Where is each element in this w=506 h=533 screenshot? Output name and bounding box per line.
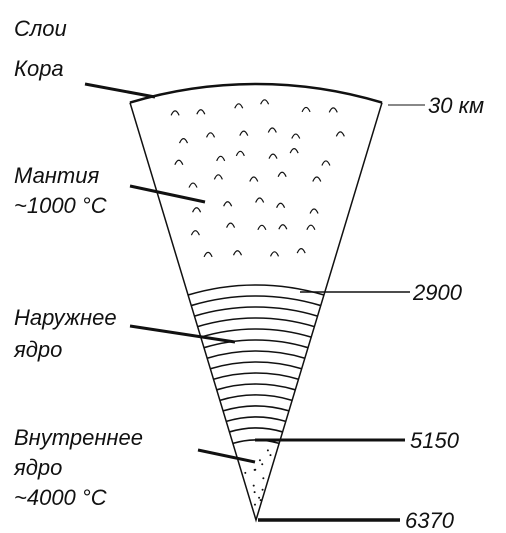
layer-boundary bbox=[191, 296, 320, 306]
core-dot bbox=[269, 454, 271, 456]
mantle-mark bbox=[204, 252, 212, 257]
layer-boundary bbox=[229, 428, 282, 432]
mantle-mark bbox=[171, 111, 179, 116]
pointer-line bbox=[130, 186, 205, 202]
pointer-line bbox=[85, 84, 155, 97]
layer-boundary bbox=[210, 362, 301, 369]
depth-label: 30 км bbox=[428, 93, 484, 118]
layer-label: Наружнее bbox=[14, 305, 117, 330]
title: Слои bbox=[14, 16, 67, 41]
mantle-mark bbox=[261, 100, 269, 105]
core-dot bbox=[258, 497, 260, 499]
core-dot bbox=[244, 472, 246, 474]
layer-boundary bbox=[194, 307, 317, 316]
mantle-mark bbox=[258, 225, 266, 230]
core-dot bbox=[253, 485, 255, 487]
mantle-mark bbox=[277, 203, 285, 208]
depth-label: 6370 bbox=[405, 508, 455, 533]
core-dot bbox=[254, 491, 256, 493]
layer-label: ~1000 °C bbox=[14, 193, 107, 218]
core-dot bbox=[261, 463, 263, 465]
mantle-mark bbox=[207, 133, 215, 138]
mantle-mark bbox=[269, 154, 277, 159]
mantle-mark bbox=[271, 252, 279, 257]
layer-boundary bbox=[223, 406, 289, 411]
layer-boundary bbox=[201, 329, 311, 337]
mantle-mark bbox=[240, 131, 248, 136]
core-dot bbox=[254, 504, 256, 506]
pointer-line bbox=[198, 450, 255, 462]
mantle-mark bbox=[307, 225, 315, 230]
depth-label: 5150 bbox=[410, 428, 460, 453]
mantle-mark bbox=[292, 134, 300, 139]
cone-sides bbox=[130, 103, 382, 520]
core-dot bbox=[267, 449, 269, 451]
mantle-mark bbox=[256, 198, 264, 203]
mantle-mark bbox=[322, 161, 330, 166]
mantle-mark bbox=[279, 225, 287, 230]
layer-boundary bbox=[217, 384, 296, 390]
layer-label: ~4000 °C bbox=[14, 485, 107, 510]
mantle-mark bbox=[236, 151, 244, 156]
mantle-mark bbox=[217, 156, 225, 161]
layer-boundary bbox=[207, 351, 305, 358]
layer-label: Мантия bbox=[14, 163, 99, 188]
core-dot bbox=[262, 477, 264, 479]
earth-layers-diagram: Слои Кора Мантия ~1000 °C Наружнее ядро Внутр… bbox=[0, 0, 506, 533]
layer-boundary bbox=[226, 417, 286, 421]
layer-boundary bbox=[198, 318, 315, 327]
mantle-mark bbox=[180, 139, 188, 144]
cone bbox=[85, 84, 425, 520]
mantle-mark bbox=[302, 107, 310, 112]
layer-label: Кора bbox=[14, 56, 64, 81]
mantle-mark bbox=[250, 177, 258, 182]
mantle-mark bbox=[189, 183, 197, 188]
core-dot bbox=[262, 489, 264, 491]
mantle-mark bbox=[313, 177, 321, 182]
layer-label: Внутреннее bbox=[14, 425, 143, 450]
mantle-mark bbox=[297, 249, 305, 254]
mantle-mark bbox=[233, 251, 241, 256]
core-dot bbox=[254, 469, 256, 471]
mantle-mark bbox=[235, 104, 243, 109]
core-dot bbox=[259, 459, 261, 461]
layer-label: ядро bbox=[13, 455, 62, 480]
mantle-mark bbox=[197, 110, 205, 115]
mantle-mark bbox=[268, 128, 276, 133]
layer-boundary bbox=[188, 285, 324, 295]
layer-boundary bbox=[220, 395, 292, 400]
mantle-mark bbox=[310, 209, 318, 214]
layer-label: ядро bbox=[13, 337, 62, 362]
mantle-mark bbox=[191, 231, 199, 236]
mantle-mark bbox=[214, 175, 222, 180]
pointer-line bbox=[130, 326, 235, 342]
mantle-mark bbox=[224, 202, 232, 207]
mantle-mark bbox=[193, 208, 201, 213]
mantle-mark bbox=[290, 149, 298, 154]
mantle-mark bbox=[329, 108, 337, 113]
core-dot bbox=[260, 499, 262, 501]
layer-boundary bbox=[130, 84, 382, 103]
mantle-mark bbox=[227, 223, 235, 228]
layer-boundary bbox=[214, 373, 299, 379]
mantle-mark bbox=[336, 132, 344, 137]
mantle-mark bbox=[278, 172, 286, 177]
mantle-mark bbox=[175, 160, 183, 165]
depth-label: 2900 bbox=[412, 280, 463, 305]
